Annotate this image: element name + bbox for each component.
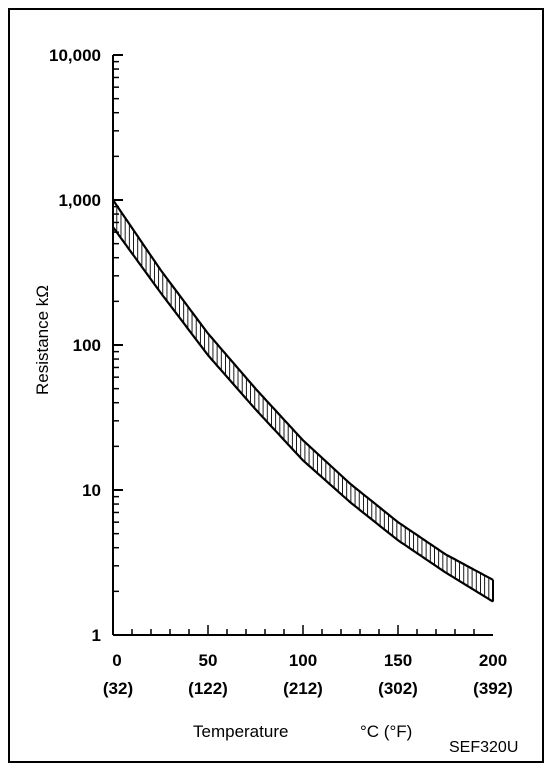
x-axis-unit: °C (°F) xyxy=(360,722,412,741)
x-axis-title: Temperature xyxy=(193,722,288,741)
x-tick-sublabel: (302) xyxy=(378,679,418,698)
band-lower-limit-line xyxy=(112,226,494,603)
x-tick-sublabel: (32) xyxy=(103,679,133,698)
figure-code: SEF320U xyxy=(449,739,518,756)
band-hatching xyxy=(116,205,494,602)
x-tick-sublabel: (392) xyxy=(473,679,513,698)
y-tick-label: 1 xyxy=(92,626,101,645)
chart-frame xyxy=(8,8,544,763)
axis-tick-labels: 1 10 100 1,000 10,000 0 (32) 50 (122) 100 (212) 150… xyxy=(49,46,513,698)
x-tick-sublabel: (212) xyxy=(283,679,323,698)
x-tick-sublabel: (122) xyxy=(188,679,228,698)
x-tick-label: 50 xyxy=(199,651,218,670)
y-tick-label: 10 xyxy=(82,481,101,500)
x-tick-label: 200 xyxy=(479,651,507,670)
y-tick-label: 10,000 xyxy=(49,46,101,65)
x-tick-label: 100 xyxy=(289,651,317,670)
band-upper-limit-line xyxy=(112,199,494,581)
axis-ticks xyxy=(113,54,475,636)
y-tick-label: 100 xyxy=(73,336,101,355)
y-tick-label: 1,000 xyxy=(58,191,101,210)
x-tick-label: 0 xyxy=(112,651,121,670)
resistance-band xyxy=(112,199,494,603)
y-axis-title: Resistance kΩ xyxy=(33,285,52,395)
x-tick-label: 150 xyxy=(384,651,412,670)
